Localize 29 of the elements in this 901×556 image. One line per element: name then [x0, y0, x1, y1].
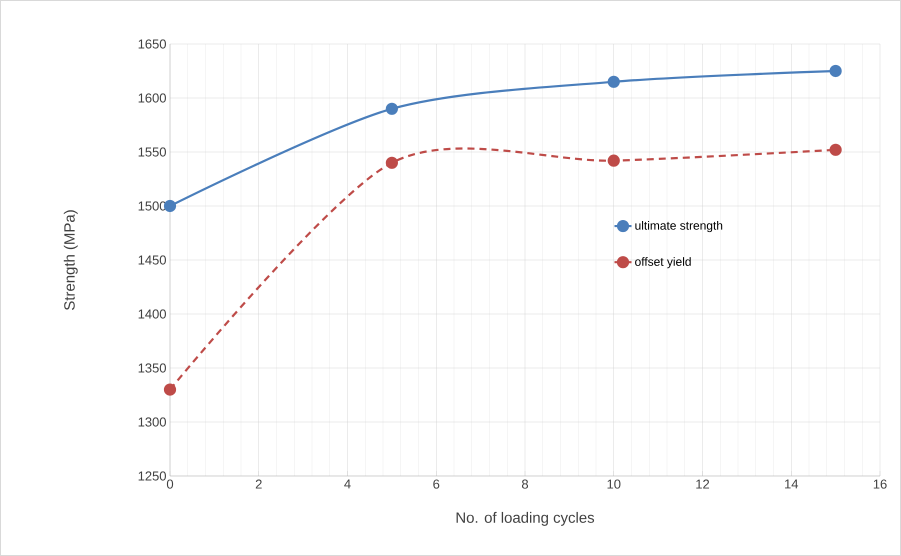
x-tick-label: 14: [785, 480, 798, 488]
point: [830, 64, 842, 78]
y-tick-label: 1650: [138, 39, 166, 49]
point: [830, 144, 842, 156]
y-tick-label: 1550: [138, 147, 166, 157]
y-tick-label: 1350: [138, 363, 166, 373]
y-axis-title: Strength (MPa): [64, 210, 78, 310]
x-tick-label: 0: [166, 480, 174, 489]
x-tick-label: 12: [696, 480, 710, 489]
legend-label: ultimate strength: [635, 220, 722, 232]
point: [164, 384, 176, 396]
x-tick-label: 6: [433, 480, 440, 489]
point: [386, 156, 398, 169]
x-tick-label: 16: [874, 480, 887, 489]
y-tick-label: 1450: [138, 255, 166, 265]
y-tick-label: 1300: [138, 417, 166, 427]
x-tick-label: 4: [344, 480, 351, 488]
point: [164, 200, 176, 212]
point: [608, 154, 620, 167]
x-tick-label: 10: [608, 480, 620, 489]
point: [608, 76, 620, 88]
x-tick-label: 2: [256, 480, 262, 489]
legend-label: offset yield: [635, 257, 691, 268]
point: [386, 102, 398, 115]
y-tick-label: 1600: [138, 93, 166, 103]
x-axis-title: No. of loading cycles: [456, 512, 594, 526]
x-tick-label: 8: [522, 480, 528, 489]
y-tick-label: 1400: [138, 309, 166, 319]
y-tick-label: 1250: [138, 471, 166, 481]
